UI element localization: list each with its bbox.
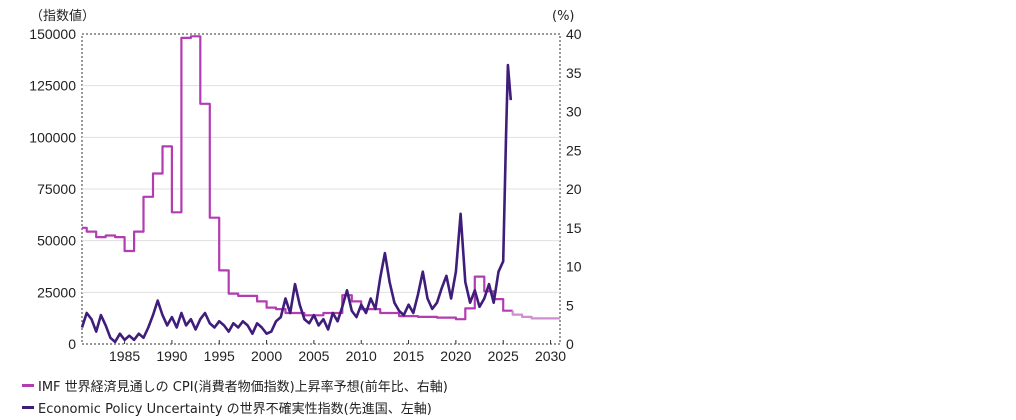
y-right-tick-label: 40 <box>566 26 582 42</box>
series-group <box>80 35 560 344</box>
legend-item-cpi: IMF 世界経済見通しの CPI(消費者物価指数)上昇率予想(前年比、右軸) <box>22 376 448 395</box>
x-tick-label: 1990 <box>156 348 187 364</box>
series-line-cpi-forecast <box>511 310 560 320</box>
x-tick-label: 2005 <box>298 348 329 364</box>
x-tick-label: 2015 <box>393 348 424 364</box>
y-right-tick-label: 20 <box>566 181 582 197</box>
x-tick-label: 2020 <box>440 348 471 364</box>
y-left-tick-label: 0 <box>68 336 76 352</box>
x-tick-label: 1995 <box>204 348 235 364</box>
legend-swatch-cpi <box>22 384 34 387</box>
legend-item-epu: Economic Policy Uncertainty の世界不確実性指数(先進… <box>22 398 432 417</box>
y-left-tick-label: 125000 <box>29 78 76 94</box>
y-left-tick-label: 25000 <box>37 284 76 300</box>
y-left-tick-label: 100000 <box>29 129 76 145</box>
x-tick-label: 2010 <box>346 348 377 364</box>
legend-swatch-epu <box>22 406 34 409</box>
y-left-tick-label: 75000 <box>37 181 76 197</box>
y-right-tick-label: 15 <box>566 220 582 236</box>
y-right-tick-label: 10 <box>566 259 582 275</box>
y-right-tick-label: 25 <box>566 142 582 158</box>
axis-ticks: 0 25000 50000 75000 100000 125000 150000 0 5 10 15… <box>29 26 582 364</box>
y-right-tick-label: 35 <box>566 65 582 81</box>
y-left-tick-label: 50000 <box>37 233 76 249</box>
series-line-cpi <box>82 35 513 321</box>
y-right-tick-label: 0 <box>566 336 574 352</box>
y-right-tick-label: 30 <box>566 104 582 120</box>
legend-label-cpi: IMF 世界経済見通しの CPI(消費者物価指数)上昇率予想(前年比、右軸) <box>38 380 448 395</box>
x-tick-label: 2000 <box>251 348 282 364</box>
x-tick-label: 2025 <box>488 348 519 364</box>
left-axis-unit: （指数値） <box>30 8 95 24</box>
legend-label-epu: Economic Policy Uncertainty の世界不確実性指数(先進… <box>38 402 432 417</box>
x-tick-label: 1985 <box>109 348 140 364</box>
y-right-tick-label: 5 <box>566 297 574 313</box>
right-axis-unit: (%) <box>552 9 575 24</box>
x-tick-label: 2030 <box>535 348 566 364</box>
series-line-epu <box>80 63 513 344</box>
y-left-tick-label: 150000 <box>29 26 76 42</box>
gridlines <box>82 85 560 293</box>
